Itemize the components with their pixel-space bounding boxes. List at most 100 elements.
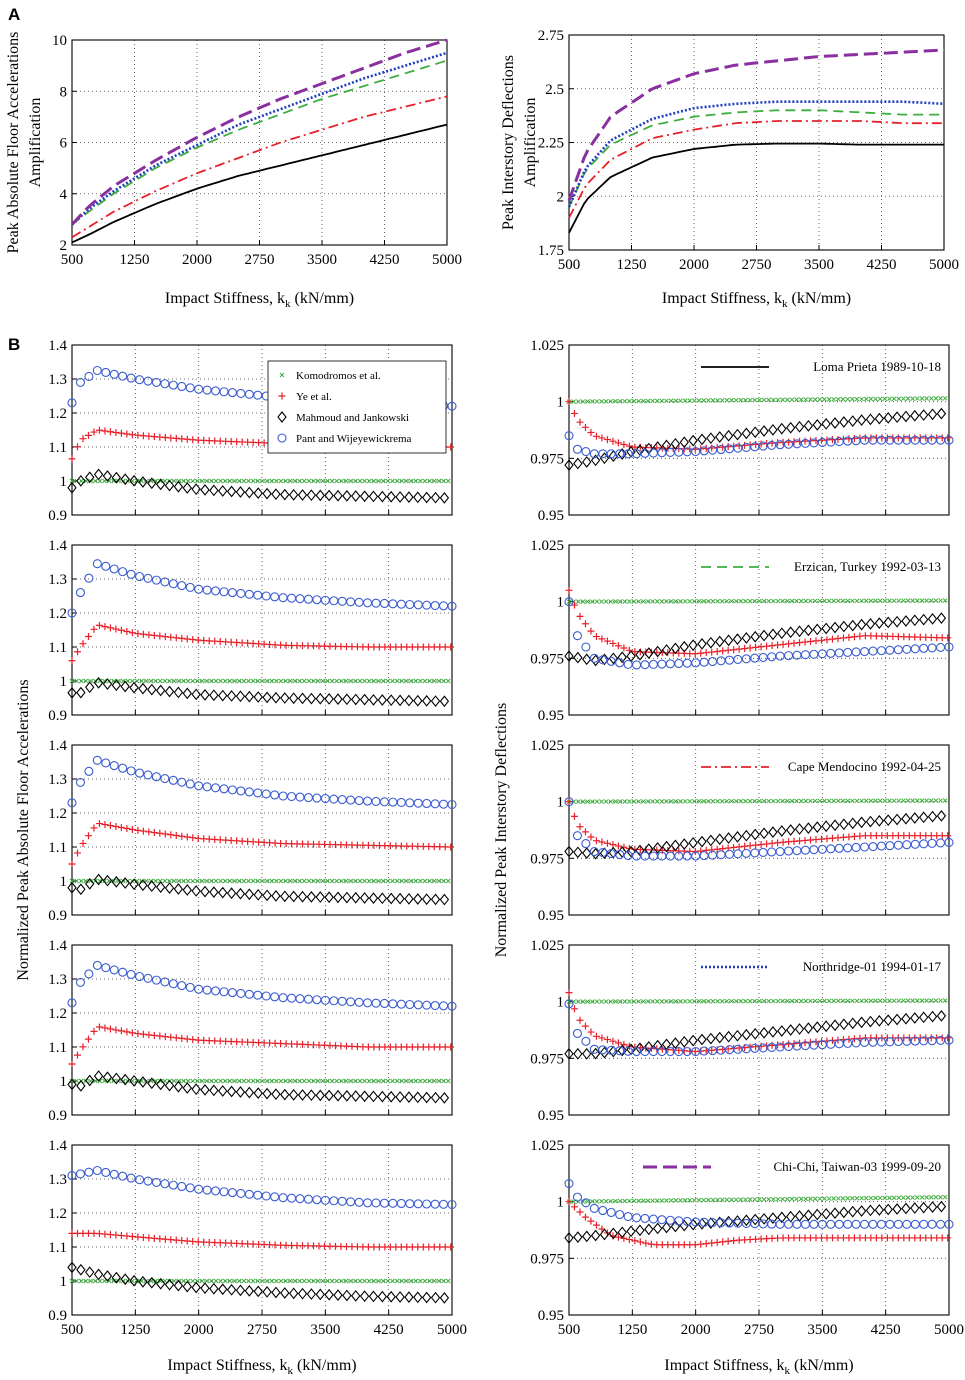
pant-marker — [919, 643, 929, 653]
komodromos-marker — [301, 678, 307, 684]
komodromos-marker — [241, 678, 247, 684]
komodromos-marker — [877, 598, 883, 604]
ye-marker — [73, 849, 81, 857]
mahmoud-marker — [697, 835, 707, 848]
komodromos-marker — [798, 1196, 804, 1202]
komodromos-marker — [181, 478, 186, 484]
pant-marker — [809, 1219, 819, 1229]
mahmoud-marker — [386, 490, 396, 503]
komodromos-marker — [896, 598, 902, 604]
pant-marker — [775, 1219, 785, 1229]
pant-marker — [84, 969, 94, 979]
komodromos-marker — [901, 798, 906, 804]
ye-marker — [603, 637, 611, 645]
pant-marker — [439, 1199, 449, 1209]
pant-marker — [270, 1192, 280, 1202]
komodromos-marker — [339, 878, 344, 884]
pant-marker — [430, 799, 440, 809]
komodromos-marker — [357, 478, 363, 484]
pant-marker — [564, 1178, 574, 1189]
komodromos-marker — [385, 878, 391, 884]
pant-marker — [733, 1044, 743, 1054]
pant-marker — [422, 1000, 432, 1010]
mahmoud-marker — [120, 1273, 130, 1286]
komodromos-marker — [575, 999, 581, 1004]
mahmoud-marker — [564, 845, 574, 858]
pant-marker — [101, 561, 111, 571]
komodromos-marker — [719, 998, 725, 1004]
mahmoud-marker — [200, 1282, 210, 1295]
plot-frame — [568, 744, 950, 916]
mahmoud-marker — [652, 1222, 663, 1235]
pant-marker — [278, 791, 288, 801]
pant-marker — [253, 1190, 263, 1200]
pant-marker — [598, 847, 608, 858]
komodromos-marker — [659, 799, 665, 804]
pant-marker — [312, 793, 322, 803]
earthquake-legend-label: Erzican, Turkey 1992-03-13 — [794, 559, 941, 574]
komodromos-marker — [575, 599, 581, 604]
komodromos-marker — [627, 599, 632, 604]
komodromos-marker — [232, 1078, 237, 1084]
komodromos-marker — [585, 599, 590, 604]
y-tick-label: 0.975 — [530, 451, 564, 467]
mahmoud-marker — [918, 811, 929, 824]
mahmoud-marker — [342, 891, 352, 904]
komodromos-marker — [269, 1078, 275, 1084]
komodromos-marker — [784, 1196, 790, 1202]
y-tick-label: 1.2 — [48, 606, 67, 622]
komodromos-marker — [153, 678, 158, 684]
mahmoud-marker — [333, 1289, 343, 1301]
komodromos-marker — [673, 998, 679, 1004]
mahmoud-marker — [750, 426, 760, 439]
komodromos-marker — [743, 798, 748, 804]
komodromos-marker — [366, 1078, 372, 1084]
mahmoud-marker — [892, 411, 902, 424]
komodromos-marker — [371, 1078, 377, 1084]
pant-marker — [834, 843, 844, 853]
komodromos-marker — [246, 1278, 251, 1284]
pant-marker — [708, 850, 718, 860]
mahmoud-marker — [359, 490, 370, 503]
komodromos-marker — [408, 878, 414, 884]
ye-marker — [278, 392, 286, 400]
pant-marker — [581, 446, 591, 457]
pant-marker — [724, 655, 734, 665]
mahmoud-marker — [910, 1202, 920, 1214]
pant-marker — [337, 596, 347, 606]
pant-marker — [337, 1196, 347, 1206]
ye-marker — [172, 831, 180, 839]
ye-marker — [609, 437, 617, 445]
komodromos-marker — [603, 999, 609, 1004]
komodromos-marker — [715, 1197, 720, 1203]
mahmoud-marker — [706, 1032, 716, 1045]
komodromos-marker — [654, 599, 660, 604]
ye-marker — [117, 429, 125, 437]
komodromos-marker — [74, 878, 79, 884]
ye-marker — [447, 1043, 455, 1051]
chart-b-defl-row-2: Erzican, Turkey 1992-03-13 — [564, 544, 954, 716]
pant-marker — [329, 1196, 339, 1206]
komodromos-marker — [891, 798, 897, 804]
mahmoud-marker — [768, 628, 778, 641]
komodromos-marker — [390, 878, 395, 884]
mahmoud-marker — [918, 409, 929, 421]
pant-marker — [312, 1195, 322, 1205]
komodromos-marker — [334, 878, 340, 884]
mahmoud-marker — [697, 1033, 707, 1046]
komodromos-marker — [153, 1278, 158, 1284]
komodromos-marker — [594, 1198, 600, 1204]
pant-marker — [244, 989, 254, 999]
mahmoud-marker — [936, 1009, 947, 1022]
mahmoud-marker — [803, 1022, 814, 1034]
komodromos-marker — [445, 478, 451, 484]
komodromos-marker — [236, 878, 242, 884]
komodromos-marker — [306, 1278, 312, 1284]
ye-marker — [609, 841, 617, 849]
pant-marker — [244, 589, 254, 599]
komodromos-marker — [673, 1198, 679, 1203]
komodromos-marker — [757, 998, 762, 1004]
mahmoud-marker — [129, 681, 139, 694]
komodromos-marker — [757, 397, 762, 403]
mahmoud-marker — [430, 491, 441, 504]
